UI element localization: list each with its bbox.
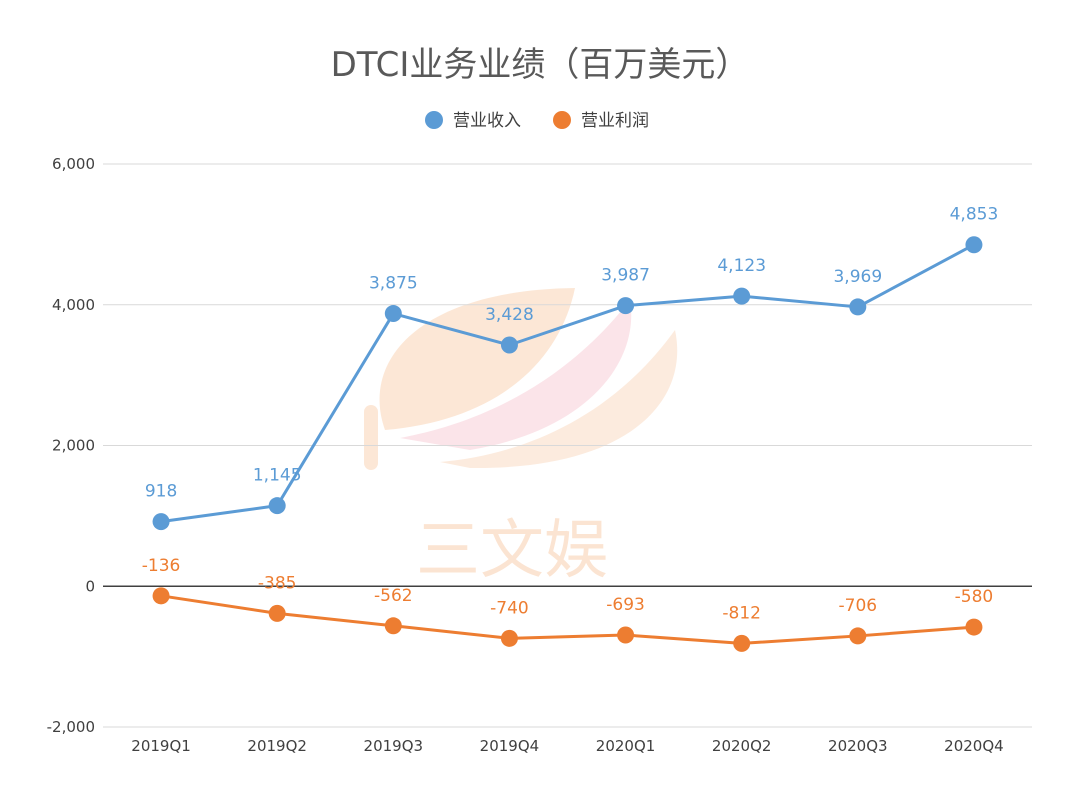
data-label: -580 <box>955 587 994 607</box>
y-tick-label: -2,000 <box>47 718 95 736</box>
series-layer: 918 1,145 3,875 3,428 3,987 4,123 3,969 4,853 -1… <box>142 205 999 652</box>
watermark-text: 三文娱 <box>416 514 608 588</box>
x-tick-label: 2019Q3 <box>364 737 424 755</box>
data-label: 1,145 <box>253 466 302 486</box>
x-tick-label: 2020Q4 <box>944 737 1004 755</box>
data-label: 3,987 <box>601 266 650 286</box>
x-tick-label: 2020Q1 <box>596 737 656 755</box>
data-label: -706 <box>839 596 878 616</box>
legend-marker-profit <box>553 111 571 129</box>
watermark-stem <box>364 405 378 470</box>
series-profit: -136 -385 -562 -740 -693 -812 -706 -580 <box>142 556 993 652</box>
legend-label-profit: 营业利润 <box>581 111 649 131</box>
data-label: 918 <box>145 482 177 502</box>
data-point <box>849 298 867 316</box>
data-point <box>152 587 170 605</box>
data-point <box>617 297 635 315</box>
data-point <box>152 513 170 531</box>
series-line <box>160 594 975 645</box>
x-axis-ticks: 2019Q1 2019Q2 2019Q3 2019Q4 2020Q1 2020Q2 2020… <box>131 737 1003 755</box>
legend: 营业收入 营业利润 <box>425 111 649 131</box>
x-tick-label: 2019Q4 <box>480 737 540 755</box>
y-axis-ticks: -2,000 0 2,000 4,000 6,000 <box>47 155 95 736</box>
data-point <box>268 497 286 515</box>
data-point <box>965 236 983 254</box>
series-line <box>160 243 975 524</box>
x-tick-label: 2019Q1 <box>131 737 191 755</box>
y-tick-label: 4,000 <box>52 296 95 314</box>
watermark-leaf-middle <box>400 300 632 450</box>
data-label: -740 <box>490 598 529 618</box>
data-point <box>733 287 751 305</box>
data-label: 4,123 <box>717 256 766 276</box>
data-point <box>965 618 983 636</box>
y-tick-label: 2,000 <box>52 437 95 455</box>
series-revenue: 918 1,145 3,875 3,428 3,987 4,123 3,969 4,853 <box>145 205 999 531</box>
data-label: 4,853 <box>950 205 999 225</box>
legend-label-revenue: 营业收入 <box>453 111 521 131</box>
data-point <box>617 626 635 644</box>
data-point <box>733 634 751 652</box>
data-label: -693 <box>606 595 645 615</box>
chart-title: DTCI业务业绩（百万美元） <box>331 45 750 85</box>
data-label: -562 <box>374 586 413 606</box>
y-tick-label: 6,000 <box>52 155 95 173</box>
data-point <box>500 336 518 354</box>
legend-marker-revenue <box>425 111 443 129</box>
gridlines <box>103 163 1032 728</box>
x-tick-label: 2019Q2 <box>247 737 307 755</box>
data-label: 3,428 <box>485 305 534 325</box>
x-tick-label: 2020Q2 <box>712 737 772 755</box>
data-point <box>849 627 867 645</box>
data-label: 3,875 <box>369 274 418 294</box>
data-label: -136 <box>142 556 181 576</box>
data-label: 3,969 <box>833 267 882 287</box>
data-point <box>500 629 518 647</box>
x-tick-label: 2020Q3 <box>828 737 888 755</box>
data-point <box>384 305 402 323</box>
y-tick-label: 0 <box>85 577 95 595</box>
data-label: -385 <box>258 573 297 593</box>
data-point <box>268 604 286 622</box>
data-point <box>384 617 402 635</box>
data-label: -812 <box>722 603 761 623</box>
watermark-leaf-inner <box>440 330 678 469</box>
watermark-logo: 三文娱 <box>364 288 678 588</box>
